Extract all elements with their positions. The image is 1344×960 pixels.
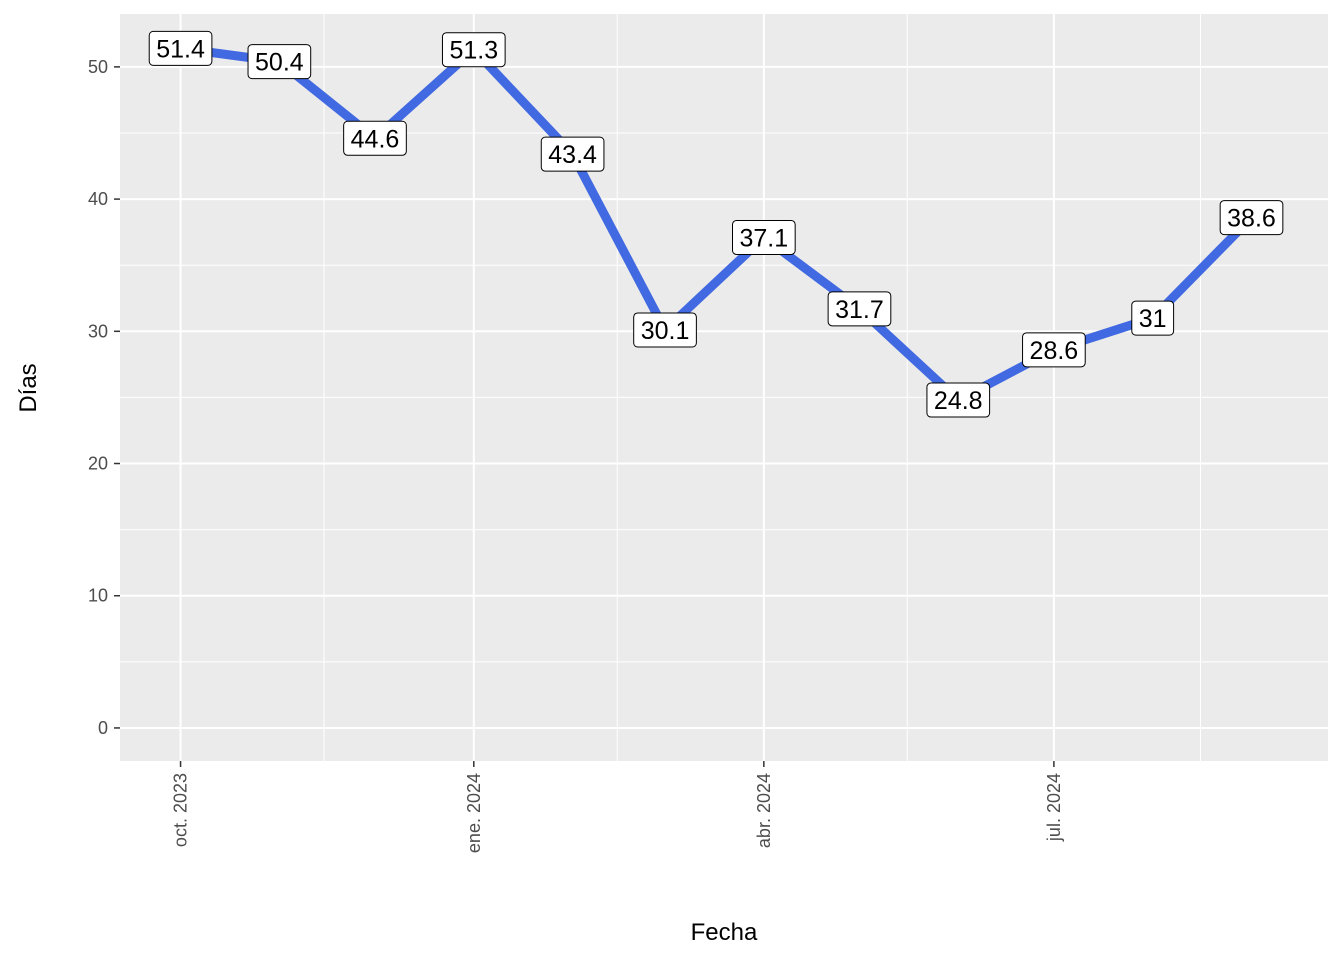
data-label-box [1219, 200, 1284, 236]
x-tick-label: ene. 2024 [464, 773, 484, 853]
data-label-text: 43.4 [548, 141, 597, 169]
y-tick-label: 40 [88, 189, 108, 209]
data-label-box [247, 44, 312, 80]
data-label-box [926, 382, 991, 418]
y-axis: 0 10 20 30 40 50 [88, 57, 120, 738]
data-label-text: 50.4 [255, 49, 304, 77]
data-label-box [441, 32, 506, 68]
data-label-text: 28.6 [1030, 337, 1079, 365]
data-label-text: 44.6 [351, 125, 400, 153]
data-label-box [1022, 332, 1086, 368]
data-label-box [633, 312, 697, 348]
data-label-text: 51.4 [156, 35, 205, 63]
data-label-text: 31.7 [835, 296, 884, 324]
data-label: 31 [1131, 300, 1175, 336]
y-tick-label: 50 [88, 57, 108, 77]
data-label: 38.6 [1219, 200, 1284, 236]
data-label: 31.7 [827, 291, 892, 327]
data-label-box [732, 219, 796, 255]
data-label-box [540, 136, 605, 172]
data-label: 51.4 [148, 30, 213, 66]
x-tick-label: oct. 2023 [171, 773, 191, 847]
data-label-text: 37.1 [740, 224, 789, 252]
data-label-text: 31 [1139, 305, 1167, 333]
data-label-text: 30.1 [641, 317, 690, 345]
data-label: 44.6 [343, 120, 407, 156]
data-label-box [1131, 300, 1175, 336]
grid-minor [120, 14, 1328, 761]
data-label-box [148, 30, 213, 66]
data-label-box [827, 291, 892, 327]
x-tick-label: abr. 2024 [754, 773, 774, 848]
data-label-text: 24.8 [934, 387, 983, 415]
data-label: 30.1 [633, 312, 697, 348]
data-labels: 51.4 50.4 44.6 51.3 43.4 30.1 37.1 31.7 24.8 28.6… [148, 30, 1284, 418]
grid-major [120, 14, 1328, 761]
y-tick-label: 10 [88, 586, 108, 606]
x-axis-title: Fecha [691, 919, 758, 946]
data-label-text: 51.3 [449, 37, 498, 65]
y-axis-title: Días [15, 363, 42, 412]
y-tick-label: 20 [88, 454, 108, 474]
data-label: 28.6 [1022, 332, 1086, 368]
data-label: 51.3 [441, 32, 506, 68]
y-tick-label: 0 [98, 718, 108, 738]
data-label-text: 38.6 [1227, 205, 1276, 233]
data-label-box [343, 120, 407, 156]
data-label: 43.4 [540, 136, 605, 172]
x-tick-label: jul. 2024 [1044, 773, 1064, 842]
data-label: 37.1 [732, 219, 796, 255]
y-tick-label: 30 [88, 321, 108, 341]
plot-panel [120, 14, 1328, 761]
data-label: 24.8 [926, 382, 991, 418]
data-label: 50.4 [247, 44, 312, 80]
x-axis: oct. 2023 ene. 2024 abr. 2024 jul. 2024 [171, 761, 1064, 853]
